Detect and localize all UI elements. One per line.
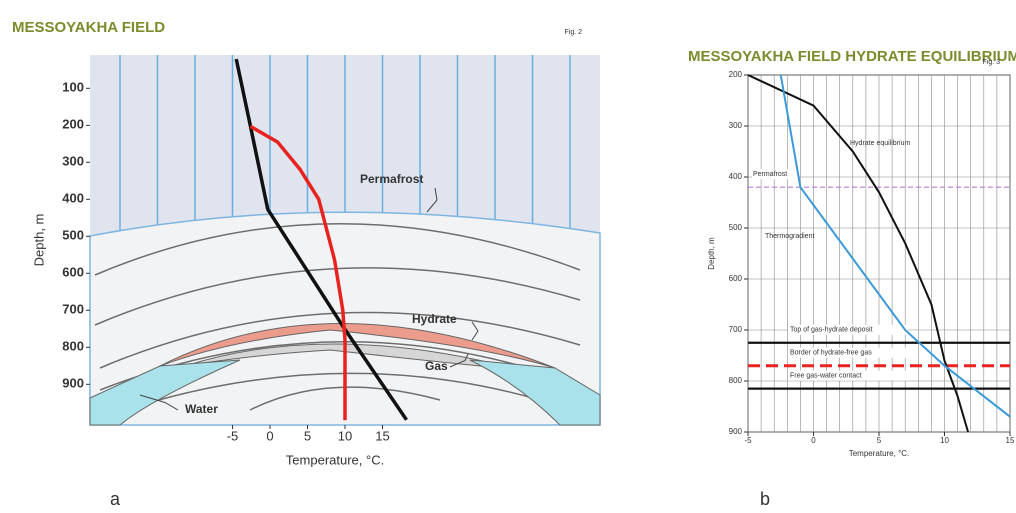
reference-label: Border of hydrate-free gas <box>790 350 872 357</box>
annotation: Gas <box>425 359 448 373</box>
y-tick-label: 700 <box>729 325 743 334</box>
page: {"chart_data": [ {"type": "line", "title… <box>0 0 1016 513</box>
figure: MESSOYAKHA FIELD Fig. 2 a Permafrost Hydrate… <box>0 0 1016 513</box>
y-tick-label: 300 <box>729 121 743 130</box>
y-axis-label: Depth, m <box>31 214 46 267</box>
x-tick-label: 5 <box>304 428 311 443</box>
caption: b <box>760 489 770 509</box>
y-axis-label: Depth, m <box>707 237 716 270</box>
y-tick-label: 800 <box>62 339 84 354</box>
x-tick-label: 0 <box>811 436 816 445</box>
x-tick-label: -5 <box>227 428 239 443</box>
x-tick-label: 15 <box>1006 436 1015 445</box>
x-tick-label: 15 <box>375 428 389 443</box>
y-tick-label: 600 <box>62 265 84 280</box>
x-tick-label: -5 <box>744 436 752 445</box>
x-tick-label: 10 <box>940 436 949 445</box>
chart-title: MESSOYAKHA FIELD HYDRATE EQUILIBRIUM CUR… <box>688 48 1016 65</box>
y-tick-label: 900 <box>729 427 743 436</box>
y-tick-label: 200 <box>729 70 743 79</box>
y-tick-label: 100 <box>62 80 84 95</box>
x-tick-label: 0 <box>266 428 273 443</box>
figure-number: Fig. 3 <box>982 59 1000 66</box>
reference-label: Free gas-water contact <box>790 372 862 379</box>
y-tick-label: 600 <box>729 274 743 283</box>
figure-number: Fig. 2 <box>564 29 582 36</box>
series-label: Hydrate equilibrium <box>850 140 910 147</box>
series-label: Thermogradient <box>765 233 814 240</box>
y-tick-label: 900 <box>62 376 84 391</box>
y-tick-label: 300 <box>62 154 84 169</box>
annotation: Water <box>185 402 218 416</box>
annotation: Hydrate <box>412 312 457 326</box>
y-tick-label: 800 <box>729 376 743 385</box>
x-tick-label: 5 <box>877 436 882 445</box>
x-axis-label: Temperature, °C. <box>286 452 384 467</box>
caption: a <box>110 489 121 509</box>
y-tick-label: 700 <box>62 302 84 317</box>
reference-label: Top of gas-hydrate deposit <box>790 327 873 334</box>
annotation: Permafrost <box>360 172 423 186</box>
y-tick-label: 200 <box>62 117 84 132</box>
chart-title: MESSOYAKHA FIELD <box>12 19 165 36</box>
reference-label: Permafrost <box>753 171 787 178</box>
y-tick-label: 400 <box>729 172 743 181</box>
x-axis-label: Temperature, °C. <box>849 449 910 458</box>
x-tick-label: 10 <box>338 428 352 443</box>
y-tick-label: 500 <box>729 223 743 232</box>
y-tick-label: 500 <box>62 228 84 243</box>
y-tick-label: 400 <box>62 191 84 206</box>
